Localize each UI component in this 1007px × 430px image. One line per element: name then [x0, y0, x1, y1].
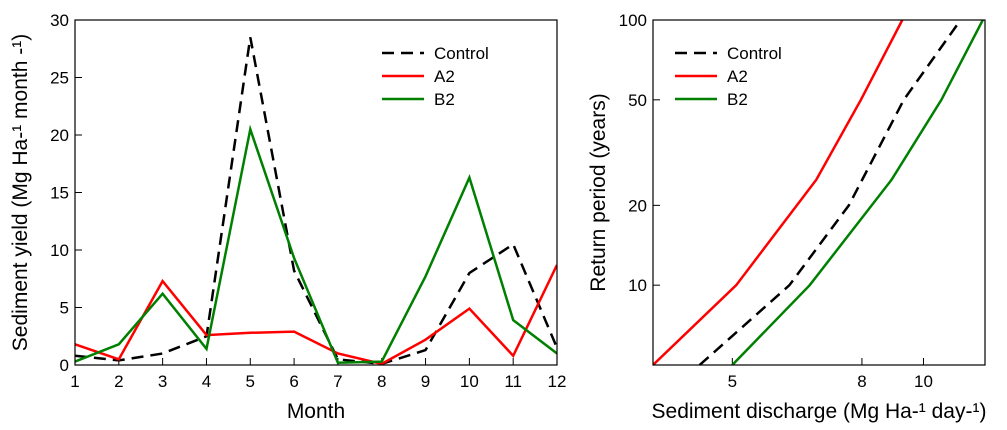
- legend-label: Control: [727, 44, 782, 63]
- x-tick-label: 1: [70, 372, 79, 391]
- y-tick-label: 30: [50, 11, 69, 30]
- x-tick-label: 12: [548, 372, 567, 391]
- y-tick-label: 25: [50, 69, 69, 88]
- x-tick-label: 3: [158, 372, 167, 391]
- series-line: [653, 20, 904, 365]
- x-tick-label: 8: [377, 372, 386, 391]
- series-line: [75, 264, 557, 365]
- x-axis-label: Sediment discharge (Mg Ha-¹ day-¹): [652, 400, 987, 423]
- y-axis-label: Sediment yield (Mg Ha-¹ month -¹): [9, 34, 32, 351]
- x-tick-label: 10: [460, 372, 479, 391]
- y-tick-label: 10: [50, 241, 69, 260]
- y-tick-label: 20: [628, 196, 647, 215]
- legend-label: A2: [434, 67, 455, 86]
- y-tick-label: 0: [60, 356, 69, 375]
- series-line: [698, 20, 962, 365]
- y-tick-label: 15: [50, 184, 69, 203]
- x-axis-label: Month: [287, 400, 345, 423]
- legend-label: B2: [727, 90, 748, 109]
- y-axis-label: Return period (years): [587, 93, 610, 291]
- x-tick-label: 5: [728, 372, 737, 391]
- legend-label: Control: [434, 44, 489, 63]
- x-tick-label: 10: [914, 372, 933, 391]
- plot-frame: [74, 19, 558, 366]
- x-tick-label: 2: [114, 372, 123, 391]
- y-tick-label: 50: [628, 91, 647, 110]
- y-tick-label: 5: [60, 299, 69, 318]
- x-tick-label: 5: [246, 372, 255, 391]
- x-tick-label: 11: [504, 372, 522, 391]
- y-tick-label: 20: [50, 126, 69, 145]
- x-tick-label: 9: [421, 372, 430, 391]
- y-tick-label: 100: [619, 11, 647, 30]
- x-tick-label: 6: [289, 372, 298, 391]
- x-tick-label: 4: [202, 372, 211, 391]
- series-line: [731, 20, 984, 365]
- y-tick-label: 10: [628, 276, 647, 295]
- legend-label: A2: [727, 67, 748, 86]
- series-line: [75, 124, 557, 364]
- plot-frame: [652, 19, 986, 366]
- series-line: [75, 37, 557, 365]
- x-tick-label: 7: [333, 372, 342, 391]
- legend-label: B2: [434, 90, 455, 109]
- x-tick-label: 8: [857, 372, 866, 391]
